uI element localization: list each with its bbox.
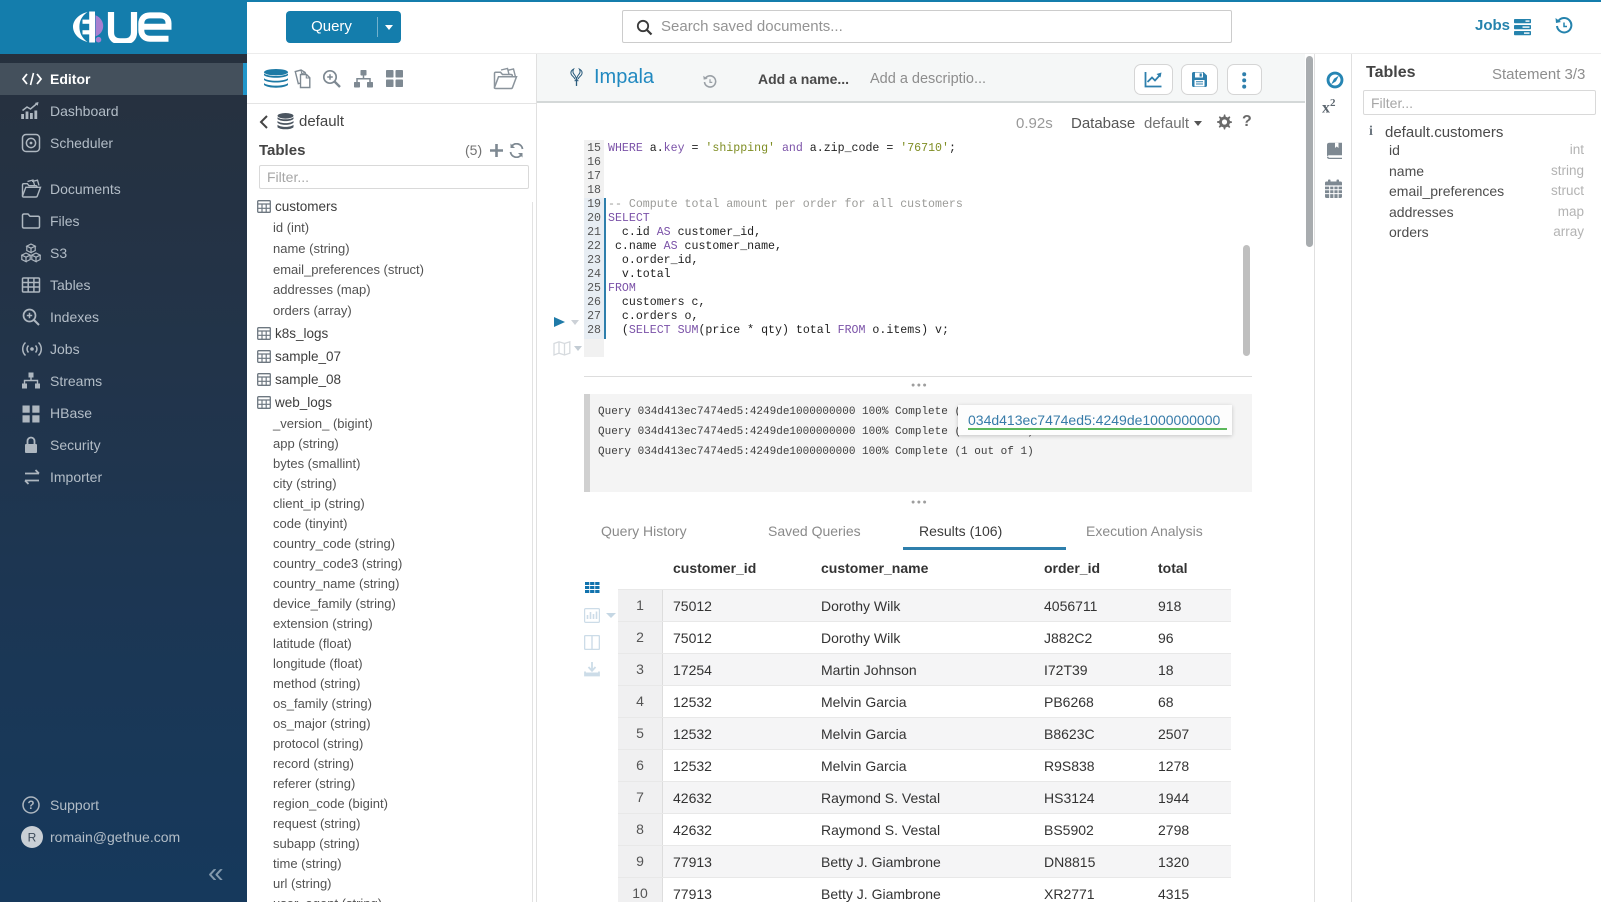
svg-text:R: R bbox=[28, 831, 37, 845]
svg-text:?: ? bbox=[27, 800, 34, 812]
